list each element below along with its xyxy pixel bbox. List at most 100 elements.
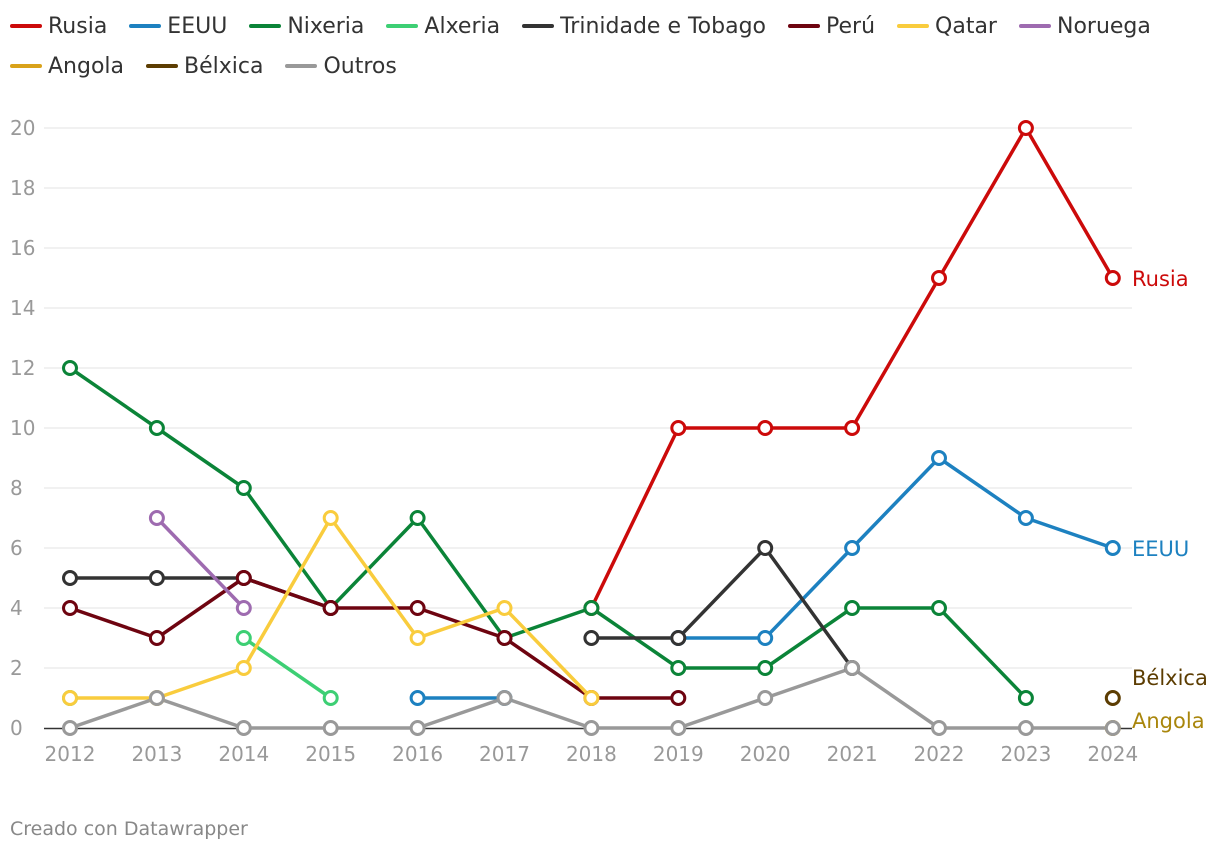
x-tick-label: 2016	[392, 742, 443, 766]
source-note: Creado con Datawrapper	[10, 818, 248, 840]
data-point-outros	[583, 720, 600, 736]
data-point-outros	[62, 720, 78, 736]
data-point-peru	[409, 600, 426, 616]
legend-item-alxeria: Alxeria	[386, 12, 500, 40]
data-point-peru	[235, 570, 252, 586]
data-point-outros	[409, 720, 426, 736]
x-tick-label: 2012	[45, 742, 96, 766]
data-point-eeuu	[409, 690, 426, 706]
data-point-outros	[670, 720, 687, 736]
y-tick-label: 10	[10, 416, 35, 440]
series-line-noruega	[155, 516, 246, 610]
data-point-qatar	[235, 660, 252, 676]
data-point-qatar	[62, 690, 78, 706]
x-tick-label: 2014	[218, 742, 269, 766]
data-point-peru	[670, 690, 687, 706]
series-line-peru	[68, 576, 681, 700]
data-point-qatar	[409, 630, 426, 646]
data-point-qatar	[496, 600, 513, 616]
end-label-eeuu: EEUU	[1132, 537, 1189, 561]
data-point-nixeria	[844, 600, 861, 616]
y-tick-label: 4	[10, 596, 23, 620]
legend-item-belxica: Bélxica	[146, 52, 263, 80]
legend-item-outros: Outros	[285, 52, 397, 80]
legend-item-trinidade-e-tobago: Trinidade e Tobago	[522, 12, 766, 40]
legend: Rusia EEUU Nixeria Alxeria Trinidade e Tobag…	[10, 12, 1200, 80]
legend-label: EEUU	[167, 13, 228, 39]
x-tick-label: 2013	[131, 742, 182, 766]
legend-swatch	[897, 24, 930, 28]
x-tick-label: 2021	[827, 742, 878, 766]
legend-swatch	[788, 24, 821, 28]
data-point-outros	[757, 690, 774, 706]
data-point-belxica	[1104, 690, 1121, 706]
legend-swatch	[249, 24, 282, 28]
data-point-outros	[148, 690, 165, 706]
legend-swatch	[10, 24, 42, 28]
data-point-outros	[1017, 720, 1034, 736]
legend-label: Trinidade e Tobago	[560, 13, 767, 39]
data-point-rusia	[670, 420, 687, 436]
y-tick-label: 16	[10, 236, 35, 260]
data-point-trinidade-e-tobago	[148, 570, 165, 586]
data-point-rusia	[757, 420, 774, 436]
data-point-nixeria	[583, 600, 600, 616]
data-point-outros	[931, 720, 947, 736]
data-point-eeuu	[1104, 540, 1121, 556]
data-point-outros	[235, 720, 252, 736]
legend-label: Alxeria	[424, 13, 501, 39]
data-point-eeuu	[757, 630, 774, 646]
data-point-trinidade-e-tobago	[757, 540, 774, 556]
legend-item-angola: Angola	[10, 52, 124, 80]
x-tick-label: 2019	[653, 742, 704, 766]
x-tick-label: 2018	[566, 742, 617, 766]
y-tick-label: 12	[10, 356, 35, 380]
y-tick-label: 8	[10, 476, 23, 500]
y-tick-label: 14	[10, 296, 35, 320]
legend-label: Outros	[323, 53, 397, 79]
data-point-nixeria	[235, 480, 252, 496]
data-point-peru	[322, 600, 339, 616]
y-tick-label: 20	[10, 116, 35, 140]
data-point-outros	[496, 690, 513, 706]
data-point-peru	[496, 630, 513, 646]
legend-swatch	[386, 24, 419, 28]
series-line-eeuu	[676, 456, 1115, 640]
data-point-trinidade-e-tobago	[670, 630, 687, 646]
x-tick-label: 2015	[305, 742, 356, 766]
legend-label: Angola	[48, 53, 125, 79]
legend-label: Noruega	[1056, 13, 1151, 39]
y-tick-label: 0	[10, 716, 23, 740]
legend-item-noruega: Noruega	[1018, 12, 1151, 40]
legend-swatch	[10, 64, 42, 68]
legend-swatch	[129, 24, 162, 28]
data-point-peru	[62, 600, 78, 616]
series-line-nixeria	[68, 366, 1028, 700]
y-tick-label: 2	[10, 656, 23, 680]
x-tick-label: 2022	[914, 742, 965, 766]
end-label-belxica: Bélxica	[1132, 666, 1208, 690]
legend-label: Perú	[826, 13, 876, 39]
data-point-noruega	[235, 600, 252, 616]
data-point-rusia	[931, 270, 947, 286]
data-point-alxeria	[235, 630, 252, 646]
data-point-nixeria	[931, 600, 947, 616]
x-tick-label: 2017	[479, 742, 530, 766]
legend-swatch	[1018, 24, 1051, 28]
data-point-rusia	[844, 420, 861, 436]
legend-item-qatar: Qatar	[897, 12, 997, 40]
legend-item-nixeria: Nixeria	[249, 12, 364, 40]
end-label-angola: Angola	[1132, 709, 1205, 733]
legend-item-peru: Perú	[788, 12, 875, 40]
data-point-peru	[148, 630, 165, 646]
data-point-nixeria	[1017, 690, 1034, 706]
data-point-rusia	[1104, 270, 1121, 286]
data-point-eeuu	[844, 540, 861, 556]
y-tick-label: 6	[10, 536, 23, 560]
data-point-rusia	[1017, 120, 1034, 136]
legend-swatch	[285, 64, 318, 68]
y-tick-label: 18	[10, 176, 35, 200]
series-line-trinidade-e-tobago	[589, 546, 854, 670]
legend-swatch	[146, 64, 179, 68]
legend-label: Bélxica	[184, 53, 264, 79]
